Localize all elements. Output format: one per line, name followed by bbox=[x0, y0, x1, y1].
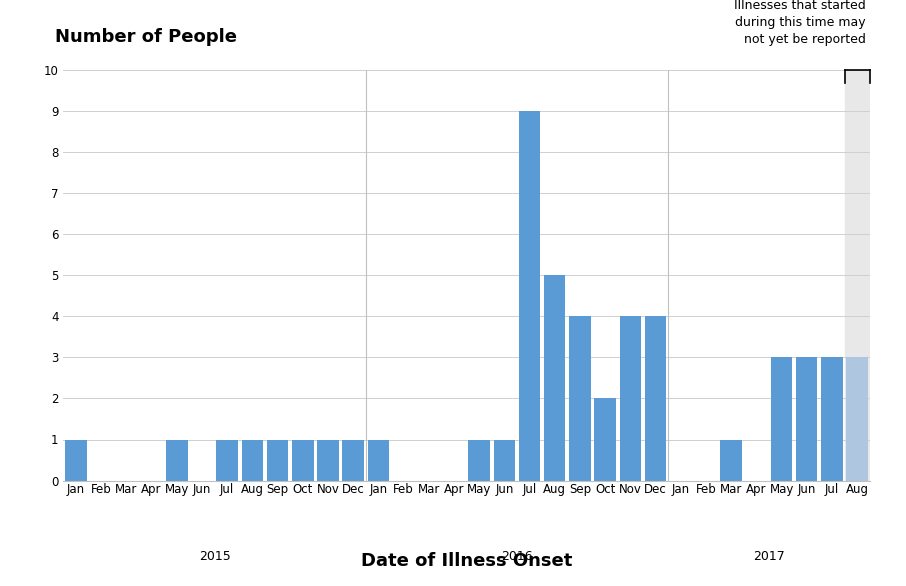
Bar bbox=[594, 398, 616, 481]
Text: Illnesses that started
during this time may
not yet be reported: Illnesses that started during this time … bbox=[734, 0, 866, 46]
Text: 2017: 2017 bbox=[753, 550, 785, 563]
Bar bbox=[368, 440, 389, 481]
Bar bbox=[844, 70, 870, 481]
Text: Number of People: Number of People bbox=[55, 28, 237, 46]
Bar bbox=[217, 440, 238, 481]
Bar bbox=[267, 440, 288, 481]
Bar bbox=[519, 111, 540, 481]
Bar bbox=[292, 440, 313, 481]
Text: 2016: 2016 bbox=[501, 550, 533, 563]
Bar bbox=[796, 357, 817, 481]
Bar bbox=[645, 316, 666, 481]
Bar bbox=[166, 440, 188, 481]
Bar bbox=[569, 316, 591, 481]
Bar bbox=[468, 440, 490, 481]
Bar bbox=[317, 440, 339, 481]
Bar bbox=[846, 357, 868, 481]
Bar bbox=[771, 357, 792, 481]
Bar bbox=[821, 357, 843, 481]
Text: Date of Illness Onset: Date of Illness Onset bbox=[361, 552, 573, 570]
Bar bbox=[545, 275, 565, 481]
Text: 2015: 2015 bbox=[198, 550, 230, 563]
Bar bbox=[242, 440, 263, 481]
Bar bbox=[65, 440, 87, 481]
Bar bbox=[720, 440, 742, 481]
Bar bbox=[620, 316, 641, 481]
Bar bbox=[494, 440, 516, 481]
Bar bbox=[342, 440, 364, 481]
